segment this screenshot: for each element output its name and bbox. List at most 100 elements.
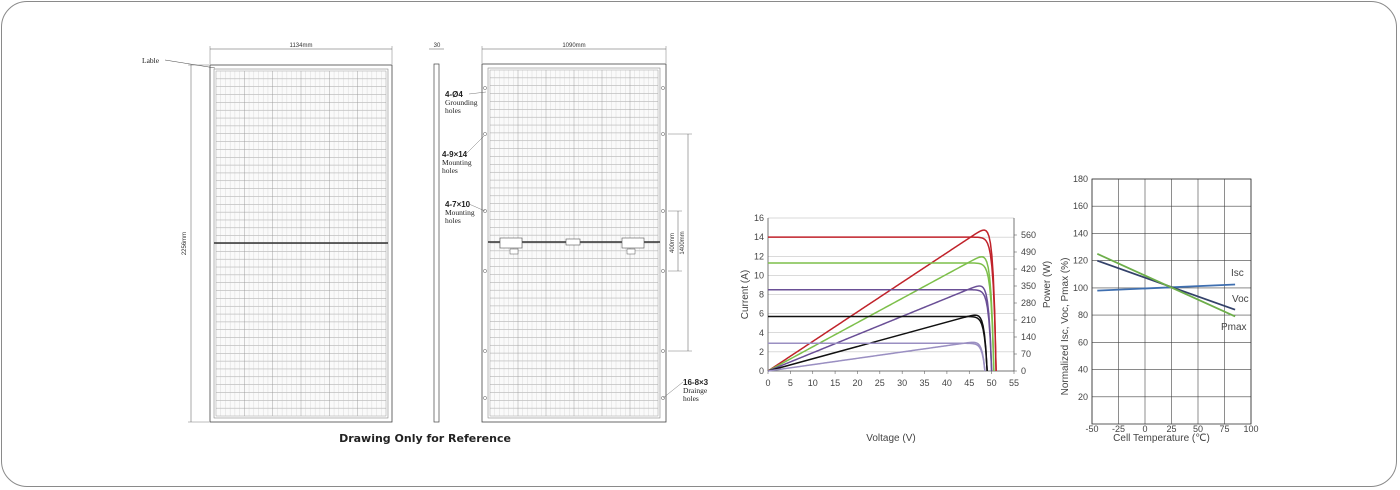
note-line-2-1: Mounting bbox=[442, 158, 472, 167]
temp-x-tick-50: 50 bbox=[1193, 424, 1203, 434]
iv-x-tick-40: 40 bbox=[942, 378, 952, 388]
iv-power-curve-2 bbox=[767, 256, 995, 372]
iv-y-tick-16: 16 bbox=[754, 213, 764, 223]
iv-x-tick-20: 20 bbox=[852, 378, 862, 388]
iv-y2-tick-420: 420 bbox=[1021, 264, 1036, 274]
temp-y-tick-120: 120 bbox=[1073, 256, 1088, 266]
iv-y-tick-12: 12 bbox=[754, 251, 764, 261]
label-callout-leader bbox=[164, 59, 216, 69]
mounting-hole-8 bbox=[661, 132, 665, 136]
note-leader-1 bbox=[468, 91, 487, 95]
iv-current-curve-4 bbox=[768, 315, 988, 372]
temp-x-tick-0: 0 bbox=[1142, 424, 1147, 434]
temp-y-tick-180: 180 bbox=[1073, 174, 1088, 184]
front-width-label: 1134mm bbox=[290, 43, 313, 49]
iv-x-axis-label: Voltage (V) bbox=[866, 433, 915, 444]
iv-y2-axis-label: Power (W) bbox=[1042, 261, 1053, 308]
connector-left bbox=[509, 248, 519, 255]
side-thickness-label: 30 bbox=[434, 43, 441, 49]
temp-y-axis-label: Normalized Isc, Voc, Pmax (%) bbox=[1060, 258, 1071, 396]
connector-right bbox=[626, 248, 636, 255]
note-title-4: 16-8×3 bbox=[683, 378, 709, 387]
drawing-caption: Drawing Only for Reference bbox=[339, 432, 511, 445]
iv-x-tick-25: 25 bbox=[875, 378, 885, 388]
back-width-label: 1090mm bbox=[562, 43, 585, 49]
iv-x-tick-30: 30 bbox=[897, 378, 907, 388]
iv-y2-tick-0: 0 bbox=[1021, 366, 1026, 376]
temp-x-tick--50: -50 bbox=[1085, 424, 1098, 434]
temp-series-label-voc: Voc bbox=[1232, 294, 1249, 305]
iv-y2-tick-210: 210 bbox=[1021, 315, 1036, 325]
front-height-label: 2256mm bbox=[182, 232, 188, 255]
temp-series-label-pmax: Pmax bbox=[1221, 322, 1247, 333]
temp-y-tick-60: 60 bbox=[1078, 337, 1088, 347]
note-line-4-1: Drainge bbox=[683, 386, 708, 395]
iv-chart: 0 2 4 6 8 10 12 14 16 0 70 140 210 280 350 420 490 560 0 5 1… bbox=[740, 213, 1053, 444]
iv-power-curve-4 bbox=[767, 314, 988, 372]
mounting-hole-4 bbox=[483, 269, 487, 273]
temp-x-tick--25: -25 bbox=[1112, 424, 1125, 434]
iv-current-curve-5 bbox=[768, 342, 986, 372]
junction-box-1 bbox=[499, 237, 523, 249]
temp-y-tick-160: 160 bbox=[1073, 201, 1088, 211]
temp-x-axis-label: Cell Temperature (℃) bbox=[1113, 433, 1210, 444]
note-leader-4 bbox=[662, 381, 684, 399]
iv-y2-tick-280: 280 bbox=[1021, 298, 1036, 308]
temp-series-line-pmax bbox=[1096, 253, 1236, 318]
note-line-3-2: holes bbox=[445, 216, 461, 225]
note-title-3: 4-7×10 bbox=[445, 200, 471, 209]
note-title-2: 4-9×14 bbox=[442, 150, 468, 159]
temp-y-tick-40: 40 bbox=[1078, 365, 1088, 375]
iv-y2-tick-560: 560 bbox=[1021, 230, 1036, 240]
iv-x-tick-10: 10 bbox=[808, 378, 818, 388]
iv-power-curve-3 bbox=[767, 285, 993, 372]
iv-x-tick-0: 0 bbox=[765, 378, 770, 388]
temp-plot-border bbox=[1091, 178, 1252, 425]
mounting-hole-2 bbox=[483, 132, 487, 136]
iv-y-tick-0: 0 bbox=[759, 366, 764, 376]
temp-series-line-isc bbox=[1097, 283, 1236, 292]
temperature-chart: 20 40 60 80 100 120 140 160 180 -50 -25 0 25 50 75 100 I… bbox=[1060, 174, 1259, 444]
note-leader-3 bbox=[468, 203, 486, 212]
iv-y-axis-label: Current (A) bbox=[740, 270, 751, 319]
junction-box-2 bbox=[565, 238, 581, 246]
iv-y2-tick-70: 70 bbox=[1021, 349, 1031, 359]
side-profile bbox=[433, 63, 440, 423]
mounting-hole-9 bbox=[661, 209, 665, 213]
note-line-3-1: Mounting bbox=[445, 208, 475, 217]
iv-x-tick-45: 45 bbox=[964, 378, 974, 388]
iv-y-tick-10: 10 bbox=[754, 270, 764, 280]
iv-y-tick-4: 4 bbox=[759, 328, 764, 338]
mounting-hole-11 bbox=[661, 349, 665, 353]
iv-x-tick-35: 35 bbox=[920, 378, 930, 388]
note-line-2-2: holes bbox=[442, 166, 458, 175]
temp-y-tick-20: 20 bbox=[1078, 392, 1088, 402]
iv-y2-tick-350: 350 bbox=[1021, 281, 1036, 291]
iv-x-tick-55: 55 bbox=[1009, 378, 1019, 388]
iv-current-curve-2 bbox=[768, 262, 995, 372]
iv-x-tick-50: 50 bbox=[987, 378, 997, 388]
iv-x-tick-15: 15 bbox=[830, 378, 840, 388]
iv-y-tick-6: 6 bbox=[759, 309, 764, 319]
mounting-hole-7 bbox=[661, 86, 665, 90]
note-title-1: 4-Ø4 bbox=[445, 90, 463, 99]
iv-current-curve-3 bbox=[768, 288, 993, 372]
iv-y2-tick-490: 490 bbox=[1021, 247, 1036, 257]
mounting-hole-6 bbox=[483, 396, 487, 400]
iv-power-curve-1 bbox=[767, 229, 997, 372]
dim-400-label: 400mm bbox=[670, 233, 676, 253]
note-line-4-2: holes bbox=[683, 394, 699, 403]
dim-1400-label: 1400mm bbox=[680, 231, 686, 254]
mounting-hole-5 bbox=[483, 349, 487, 353]
iv-y2-tick-140: 140 bbox=[1021, 332, 1036, 342]
label-callout: Lable bbox=[142, 56, 160, 65]
iv-current-curve-1 bbox=[768, 236, 997, 372]
iv-x-tick-5: 5 bbox=[788, 378, 793, 388]
iv-power-curve-5 bbox=[767, 341, 986, 372]
temp-y-tick-100: 100 bbox=[1073, 283, 1088, 293]
iv-y-tick-14: 14 bbox=[754, 232, 764, 242]
temp-y-tick-140: 140 bbox=[1073, 228, 1088, 238]
temp-x-tick-75: 75 bbox=[1219, 424, 1229, 434]
